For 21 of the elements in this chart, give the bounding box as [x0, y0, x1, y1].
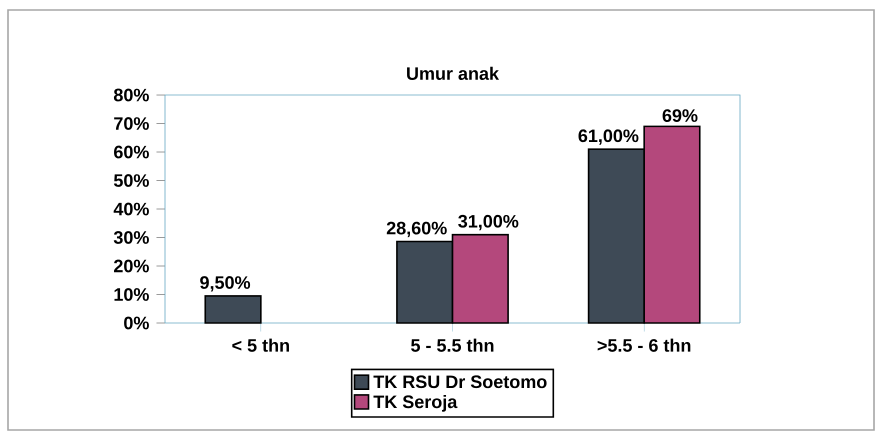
- x-tick-label: 5 - 5.5 thn: [411, 338, 494, 352]
- y-tick-label: 50%: [114, 174, 149, 187]
- y-tick-label: 70%: [114, 117, 149, 130]
- x-tick-label: < 5 thn: [232, 338, 289, 352]
- y-tick-label: 60%: [114, 146, 149, 158]
- x-tick-label: >5.5 - 6 thn: [598, 338, 690, 352]
- legend-label: TK RSU Dr Soetomo: [373, 375, 547, 388]
- y-tick-label: 0%: [124, 316, 149, 330]
- y-tick-label: 30%: [114, 231, 149, 244]
- data-label: 69%: [662, 109, 698, 122]
- chart-title: Umur anak: [407, 66, 500, 80]
- y-tick-label: 40%: [114, 202, 149, 216]
- data-label: 9,50%: [200, 276, 250, 292]
- y-tick-label: 80%: [114, 88, 149, 102]
- data-label: 31,00%: [458, 214, 518, 230]
- bar: [204, 295, 262, 324]
- data-label: 61,00%: [578, 129, 638, 145]
- y-tick-label: 20%: [114, 260, 149, 272]
- y-tick-label: 10%: [114, 288, 149, 301]
- legend-label: TK Seroja: [373, 394, 458, 412]
- data-label: 28,60%: [386, 222, 447, 238]
